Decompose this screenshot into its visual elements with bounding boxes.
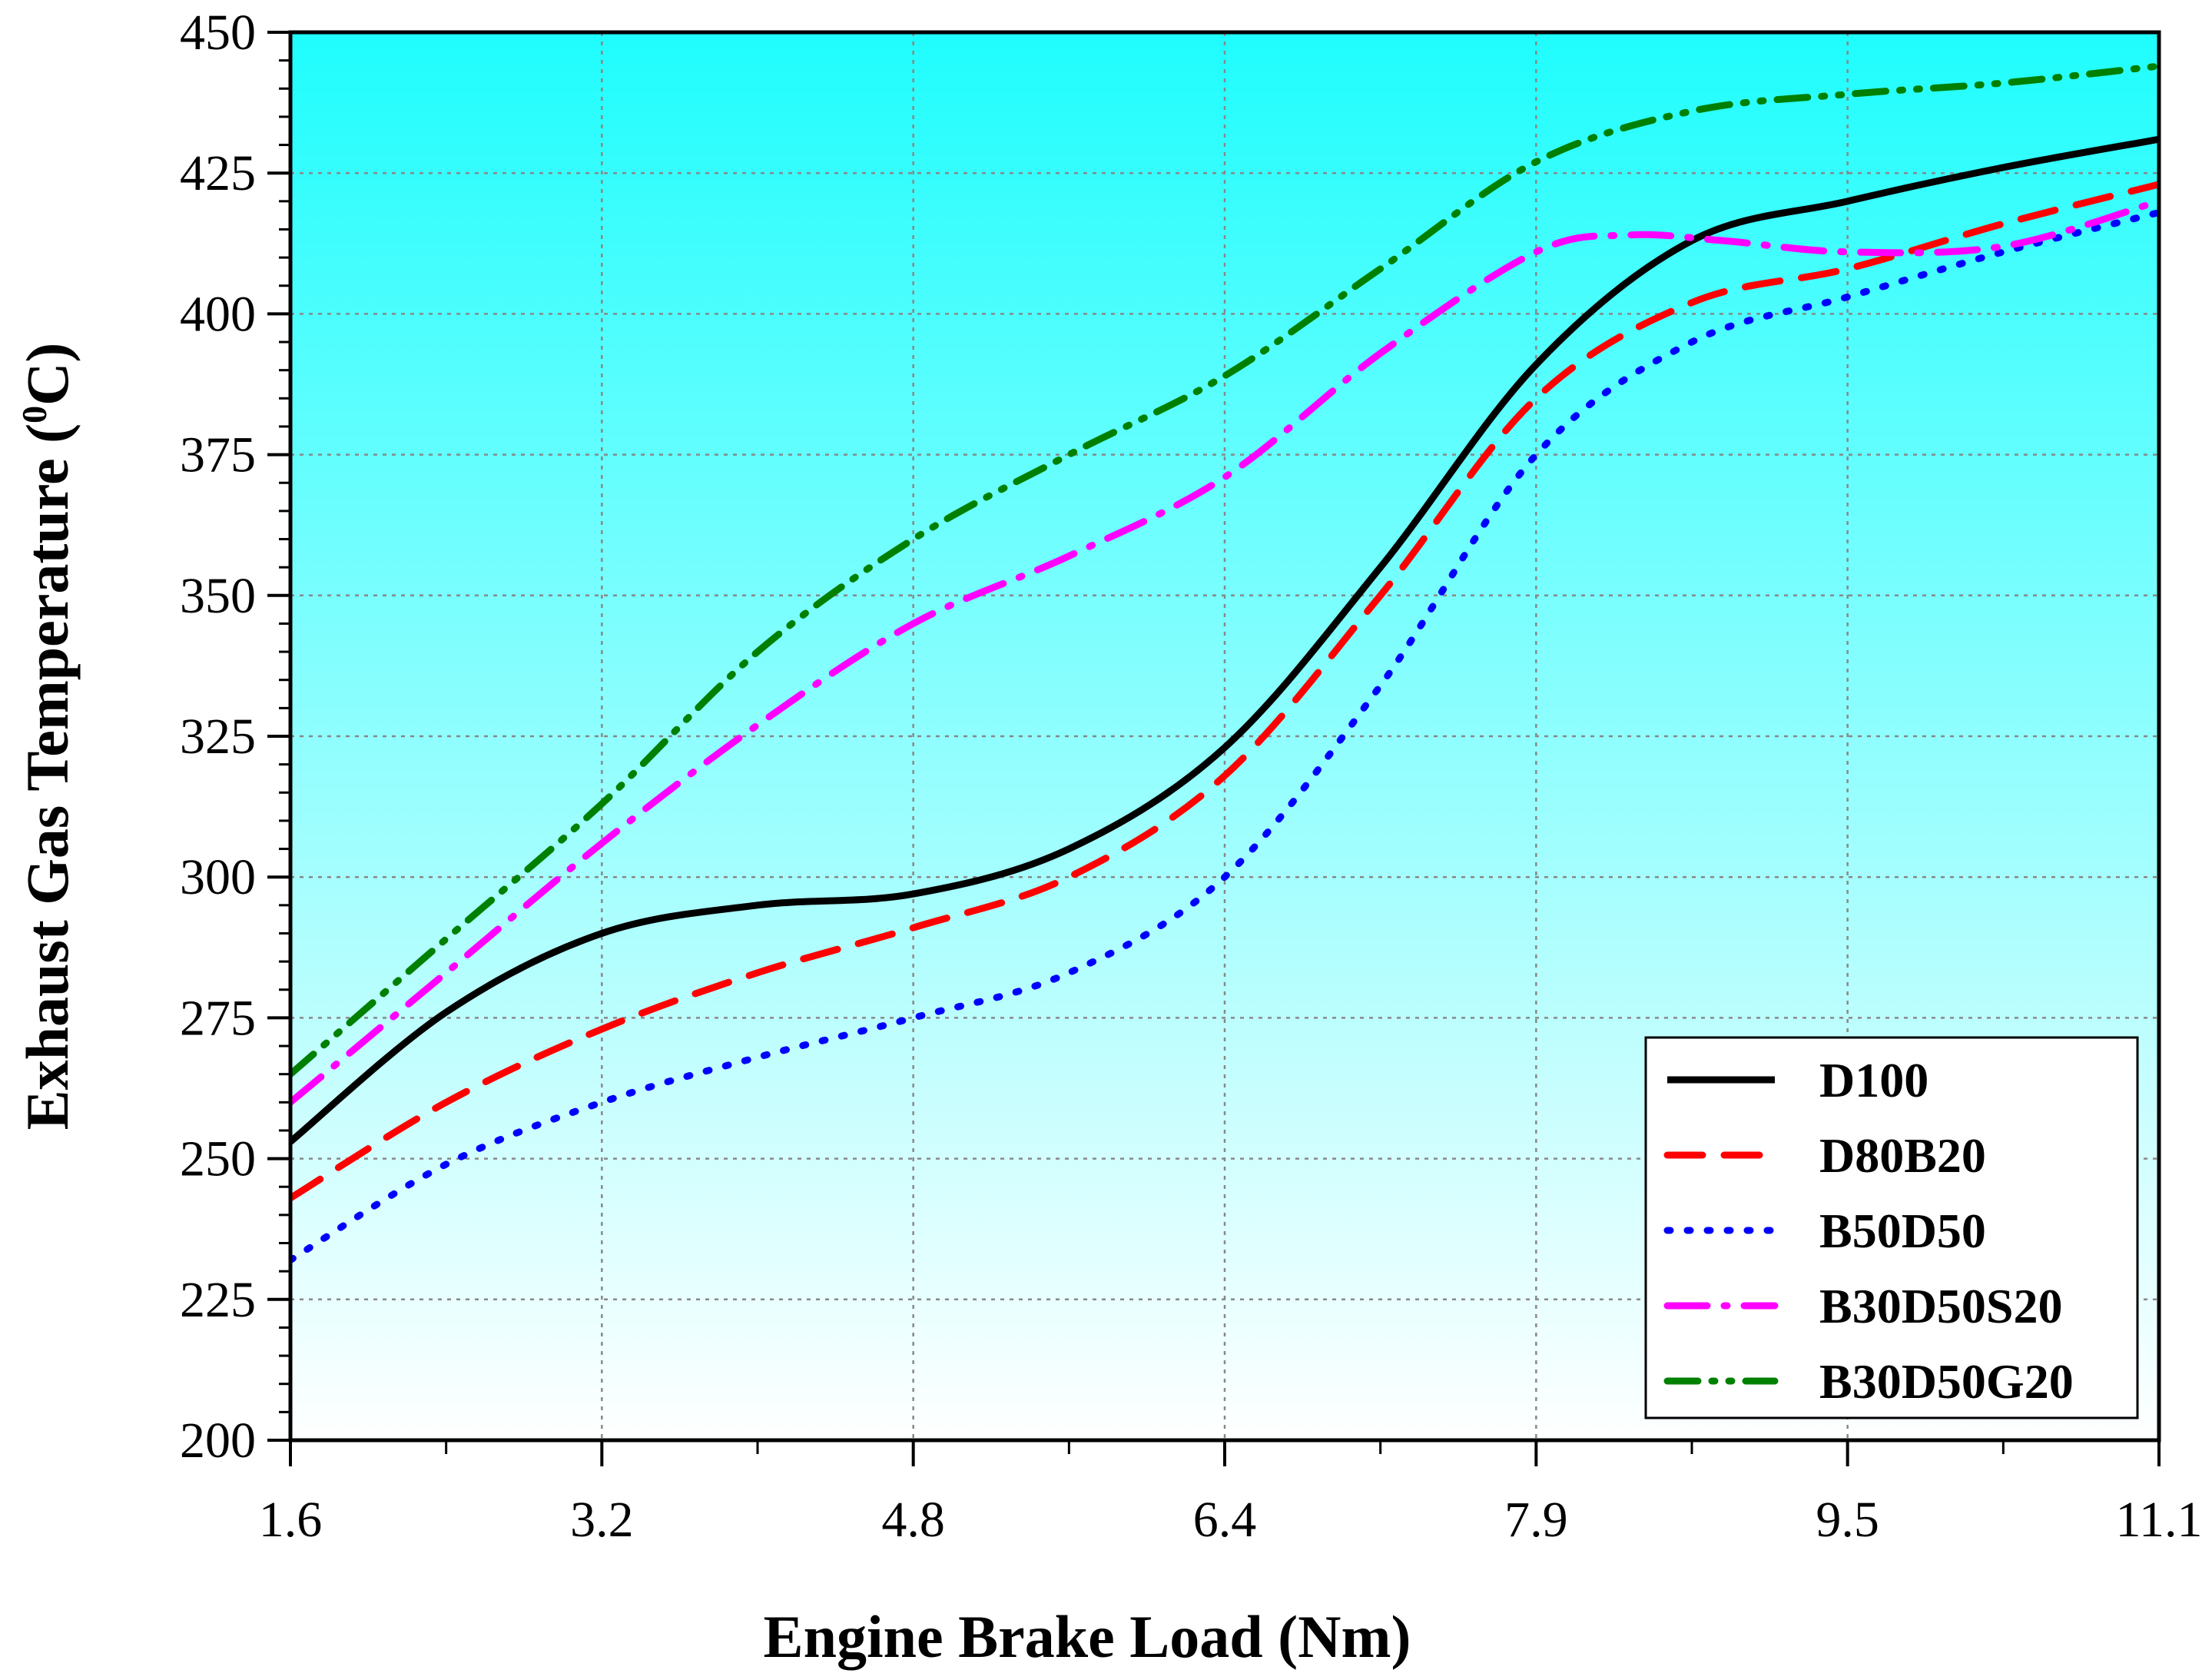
- x-tick-label: 1.6: [259, 1492, 323, 1548]
- y-axis-title: Exhaust Gas Temperature (0C): [14, 343, 81, 1131]
- x-tick-labels: 1.6 3.2 4.8 6.4 7.9 9.5 11.1: [259, 1492, 2203, 1548]
- y-axis-title-tail: C): [14, 343, 81, 406]
- x-axis-title: Engine Brake Load (Nm): [764, 1603, 1411, 1670]
- legend-label-d80b20: D80B20: [1819, 1128, 1986, 1183]
- y-tick-label: 375: [180, 427, 256, 483]
- y-tick-label: 300: [180, 849, 256, 905]
- legend-label-b50d50: B50D50: [1819, 1204, 1986, 1258]
- y-tick-label: 425: [180, 145, 256, 201]
- y-tick-label: 325: [180, 709, 256, 765]
- legend: D100 D80B20 B50D50 B30D50S20 B30D50G20: [1644, 1036, 2139, 1419]
- y-tick-label: 400: [180, 286, 256, 342]
- x-tick-label: 9.5: [1816, 1492, 1879, 1548]
- y-tick-label: 225: [180, 1272, 256, 1328]
- y-axis-title-main: Exhaust Gas Temperature (: [14, 423, 81, 1130]
- axis-ticks: [267, 31, 2161, 1466]
- x-tick-label: 11.1: [2115, 1492, 2202, 1548]
- x-tick-label: 3.2: [570, 1492, 634, 1548]
- legend-label-b30d50g20: B30D50G20: [1819, 1354, 2074, 1409]
- legend-label-b30d50s20: B30D50S20: [1819, 1279, 2063, 1333]
- series-line-b30d50g20: [290, 62, 2159, 1078]
- series-line-d80b20: [290, 181, 2159, 1202]
- series-layer: [290, 62, 2159, 1263]
- x-tick-label: 7.9: [1504, 1492, 1568, 1548]
- series-line-b30d50s20: [290, 198, 2159, 1106]
- y-tick-label: 350: [180, 568, 256, 624]
- series-line-d100: [290, 135, 2159, 1145]
- x-tick-label: 4.8: [881, 1492, 945, 1548]
- x-tick-label: 6.4: [1193, 1492, 1257, 1548]
- y-axis-title-superscript: 0: [15, 406, 54, 423]
- y-tick-label: 450: [180, 5, 256, 61]
- y-tick-label: 275: [180, 990, 256, 1046]
- y-tick-label: 200: [180, 1413, 256, 1469]
- y-tick-labels: 200 225 250 275 300 325 350 375 400 425 450: [180, 5, 256, 1469]
- y-tick-label: 250: [180, 1131, 256, 1187]
- legend-label-d100: D100: [1819, 1053, 1928, 1107]
